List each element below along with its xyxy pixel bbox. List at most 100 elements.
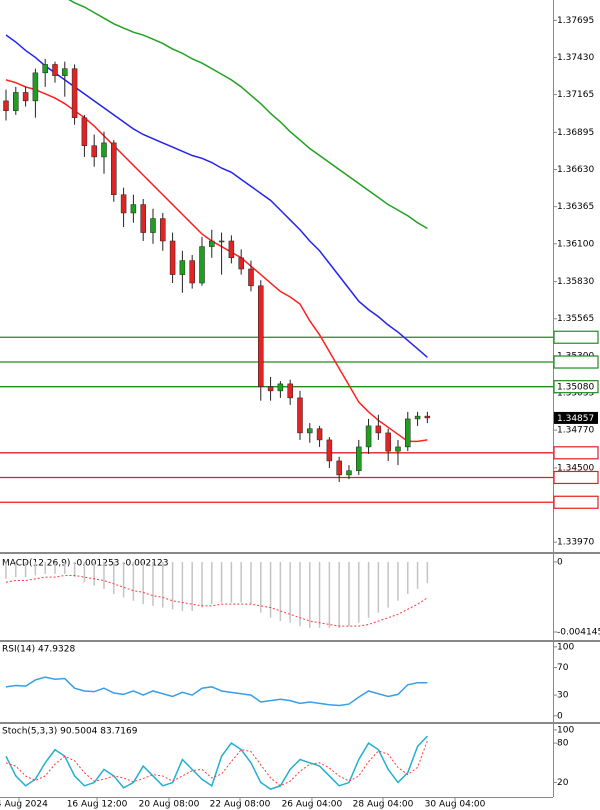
candle-body — [101, 142, 107, 158]
candle-body — [111, 142, 117, 195]
histogram-bar — [407, 561, 409, 595]
candle-body — [189, 260, 195, 284]
y-tick-label: 1.33970 — [557, 538, 594, 548]
histogram-bar — [318, 561, 321, 628]
level-label-box — [553, 495, 599, 509]
histogram-bar — [34, 561, 37, 576]
candle-body — [150, 218, 156, 233]
y-tick-label: 100 — [557, 642, 574, 652]
candle-body — [130, 204, 137, 214]
candle-body — [169, 240, 176, 275]
y-tick-label: 20 — [557, 778, 569, 788]
candle-body — [199, 246, 205, 284]
y-tick-label: 0 — [557, 557, 563, 567]
y-tick-label: 30 — [557, 691, 569, 701]
candle-body — [287, 383, 293, 399]
histogram-bar — [289, 561, 291, 623]
y-tick-label: -0.004145 — [557, 627, 600, 637]
histogram-bar — [15, 561, 17, 578]
current-price-box — [554, 411, 598, 424]
histogram-bar — [240, 561, 242, 603]
y-tick-label: 80 — [557, 739, 569, 749]
series-line — [5, 735, 428, 790]
candle-body — [81, 117, 88, 146]
candle-body — [356, 446, 362, 471]
x-tick-label: 30 Aug 04:00 — [425, 800, 486, 810]
level-label-box — [553, 470, 599, 485]
y-tick-label: 1.37430 — [557, 53, 594, 63]
y-tick-label: 1.37165 — [557, 90, 594, 100]
candle-body — [13, 92, 19, 111]
candle-body — [42, 64, 48, 74]
candle-body — [267, 386, 274, 392]
histogram-bar — [152, 561, 154, 606]
candle-body — [218, 240, 225, 243]
stoch-label: Stoch(5,3,3) 90.5004 83.7169 — [2, 727, 138, 737]
histogram-bar — [279, 561, 282, 622]
y-tick-label: 1.37695 — [557, 16, 594, 26]
candle-body — [32, 72, 39, 102]
histogram-bar — [397, 561, 399, 601]
histogram-bar — [171, 561, 174, 610]
candle-body — [209, 240, 215, 247]
x-tick-label: 20 Aug 08:00 — [139, 800, 200, 810]
y-tick-label: 1.36365 — [557, 202, 594, 212]
histogram-bar — [211, 561, 213, 605]
histogram-bar — [132, 561, 135, 601]
y-tick-label: 1.35565 — [557, 314, 594, 324]
pane — [0, 0, 553, 503]
histogram-bar — [44, 561, 46, 574]
y-tick-label: 70 — [557, 663, 569, 673]
candle-body — [424, 415, 431, 419]
candle-body — [316, 428, 323, 441]
candle-body — [228, 240, 235, 259]
candle-body — [238, 257, 244, 270]
histogram-bar — [250, 561, 252, 605]
current-price-label: 1.34857 — [557, 414, 594, 424]
y-tick-label: 1.36895 — [557, 128, 594, 138]
histogram-bar — [64, 561, 66, 574]
histogram-bar — [367, 561, 370, 618]
pane — [5, 735, 428, 790]
y-tick-label: 1.35035 — [557, 388, 594, 398]
y-tick-label: 1.34770 — [557, 426, 594, 436]
histogram-bar — [269, 561, 272, 618]
candle-body — [120, 194, 127, 214]
x-tick-label: 26 Aug 04:00 — [282, 800, 343, 810]
pane — [5, 676, 428, 707]
candle-body — [326, 439, 333, 462]
candle-body — [22, 92, 29, 102]
y-tick-label: 1.36630 — [557, 165, 594, 175]
candle-body — [346, 470, 352, 476]
level-label-box — [553, 380, 599, 394]
histogram-bar — [338, 561, 340, 628]
candle-body — [336, 460, 342, 476]
candle-body — [91, 145, 97, 158]
histogram-bar — [113, 561, 115, 595]
histogram-bar — [260, 561, 262, 613]
candle-body — [297, 397, 303, 434]
candle-body — [375, 425, 382, 434]
histogram-bar — [5, 561, 7, 579]
candle-body — [179, 260, 186, 275]
macd-label: MACD(12,26,9) -0.001253 -0.002123 — [2, 559, 168, 569]
candle-body — [414, 415, 421, 420]
series-line — [5, 740, 428, 787]
series-line — [68, 0, 428, 230]
histogram-bar — [426, 561, 429, 584]
histogram-bar — [162, 561, 164, 608]
candle-body — [52, 64, 58, 76]
candle-body — [395, 446, 401, 452]
histogram-bar — [122, 561, 125, 598]
rsi-label: RSI(14) 47.9328 — [2, 645, 75, 655]
series-line — [5, 676, 428, 707]
candle-body — [365, 425, 372, 448]
histogram-bar — [230, 561, 233, 603]
histogram-bar — [191, 561, 193, 611]
y-tick-label: 1.35830 — [557, 277, 594, 287]
candle-body — [307, 428, 313, 434]
histogram-bar — [387, 561, 389, 608]
level-label: 1.35080 — [557, 383, 594, 393]
level-label-box — [553, 330, 599, 344]
